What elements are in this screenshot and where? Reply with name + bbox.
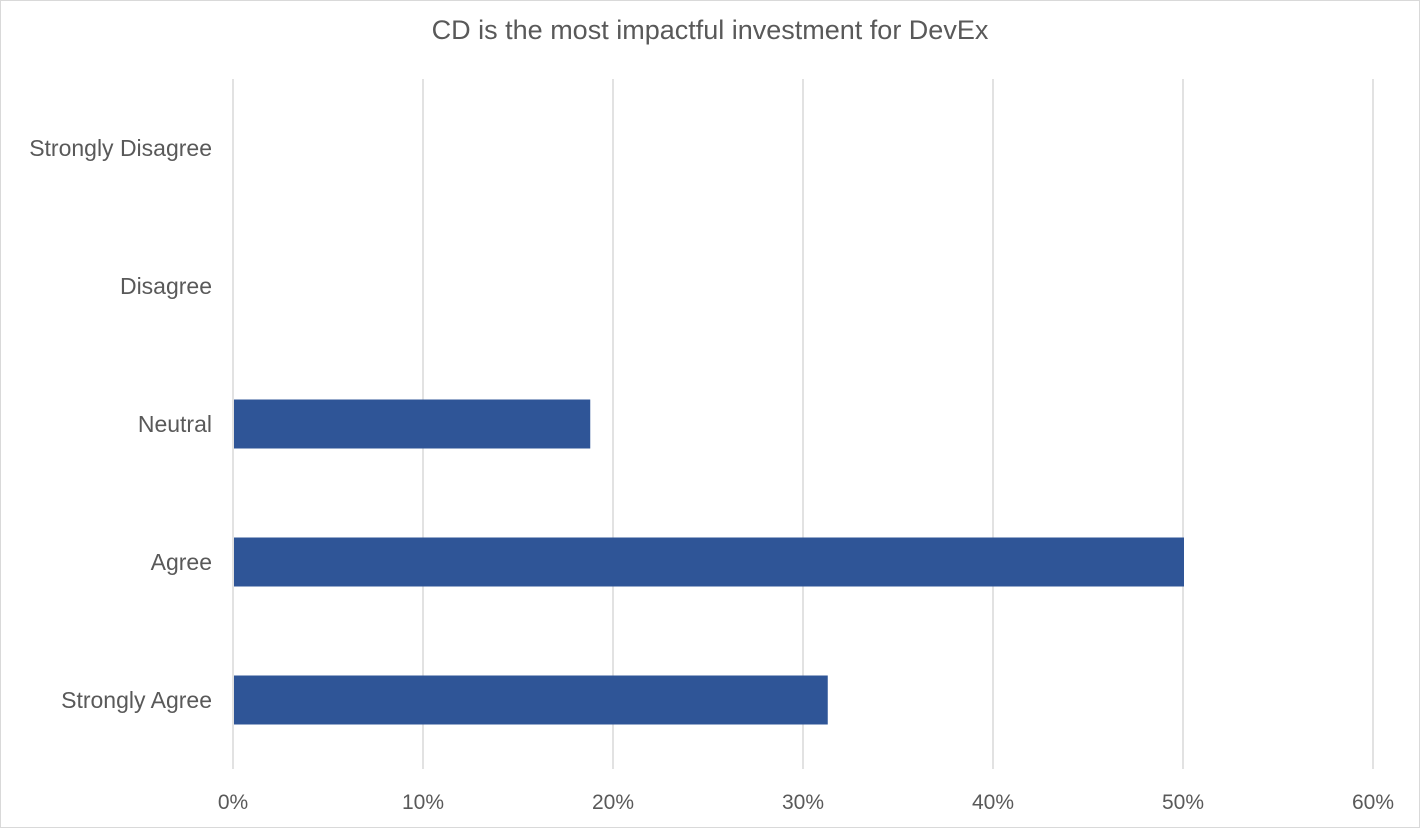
category-label: Strongly Disagree — [29, 135, 212, 161]
x-tick-label: 20% — [592, 791, 634, 814]
x-tick-label: 40% — [972, 791, 1014, 814]
bar-neutral — [234, 399, 591, 449]
x-tick-label: 0% — [218, 791, 248, 814]
x-tick-label: 10% — [402, 791, 444, 814]
x-tick-label: 50% — [1162, 791, 1204, 814]
bar-strongly-agree — [234, 675, 828, 725]
category-label: Disagree — [120, 273, 212, 299]
bar-agree — [234, 537, 1184, 587]
category-label: Agree — [151, 549, 212, 575]
bars — [234, 399, 1184, 725]
x-tick-label: 30% — [782, 791, 824, 814]
category-label: Strongly Agree — [61, 687, 212, 713]
x-tick-label: 60% — [1352, 791, 1394, 814]
category-axis: Strongly Disagree Disagree Neutral Agree Str… — [29, 135, 212, 713]
value-axis: 0% 10% 20% 30% 40% 50% 60% — [218, 791, 1394, 814]
chart-title: CD is the most impactful investment for … — [431, 15, 989, 45]
category-label: Neutral — [138, 411, 212, 437]
